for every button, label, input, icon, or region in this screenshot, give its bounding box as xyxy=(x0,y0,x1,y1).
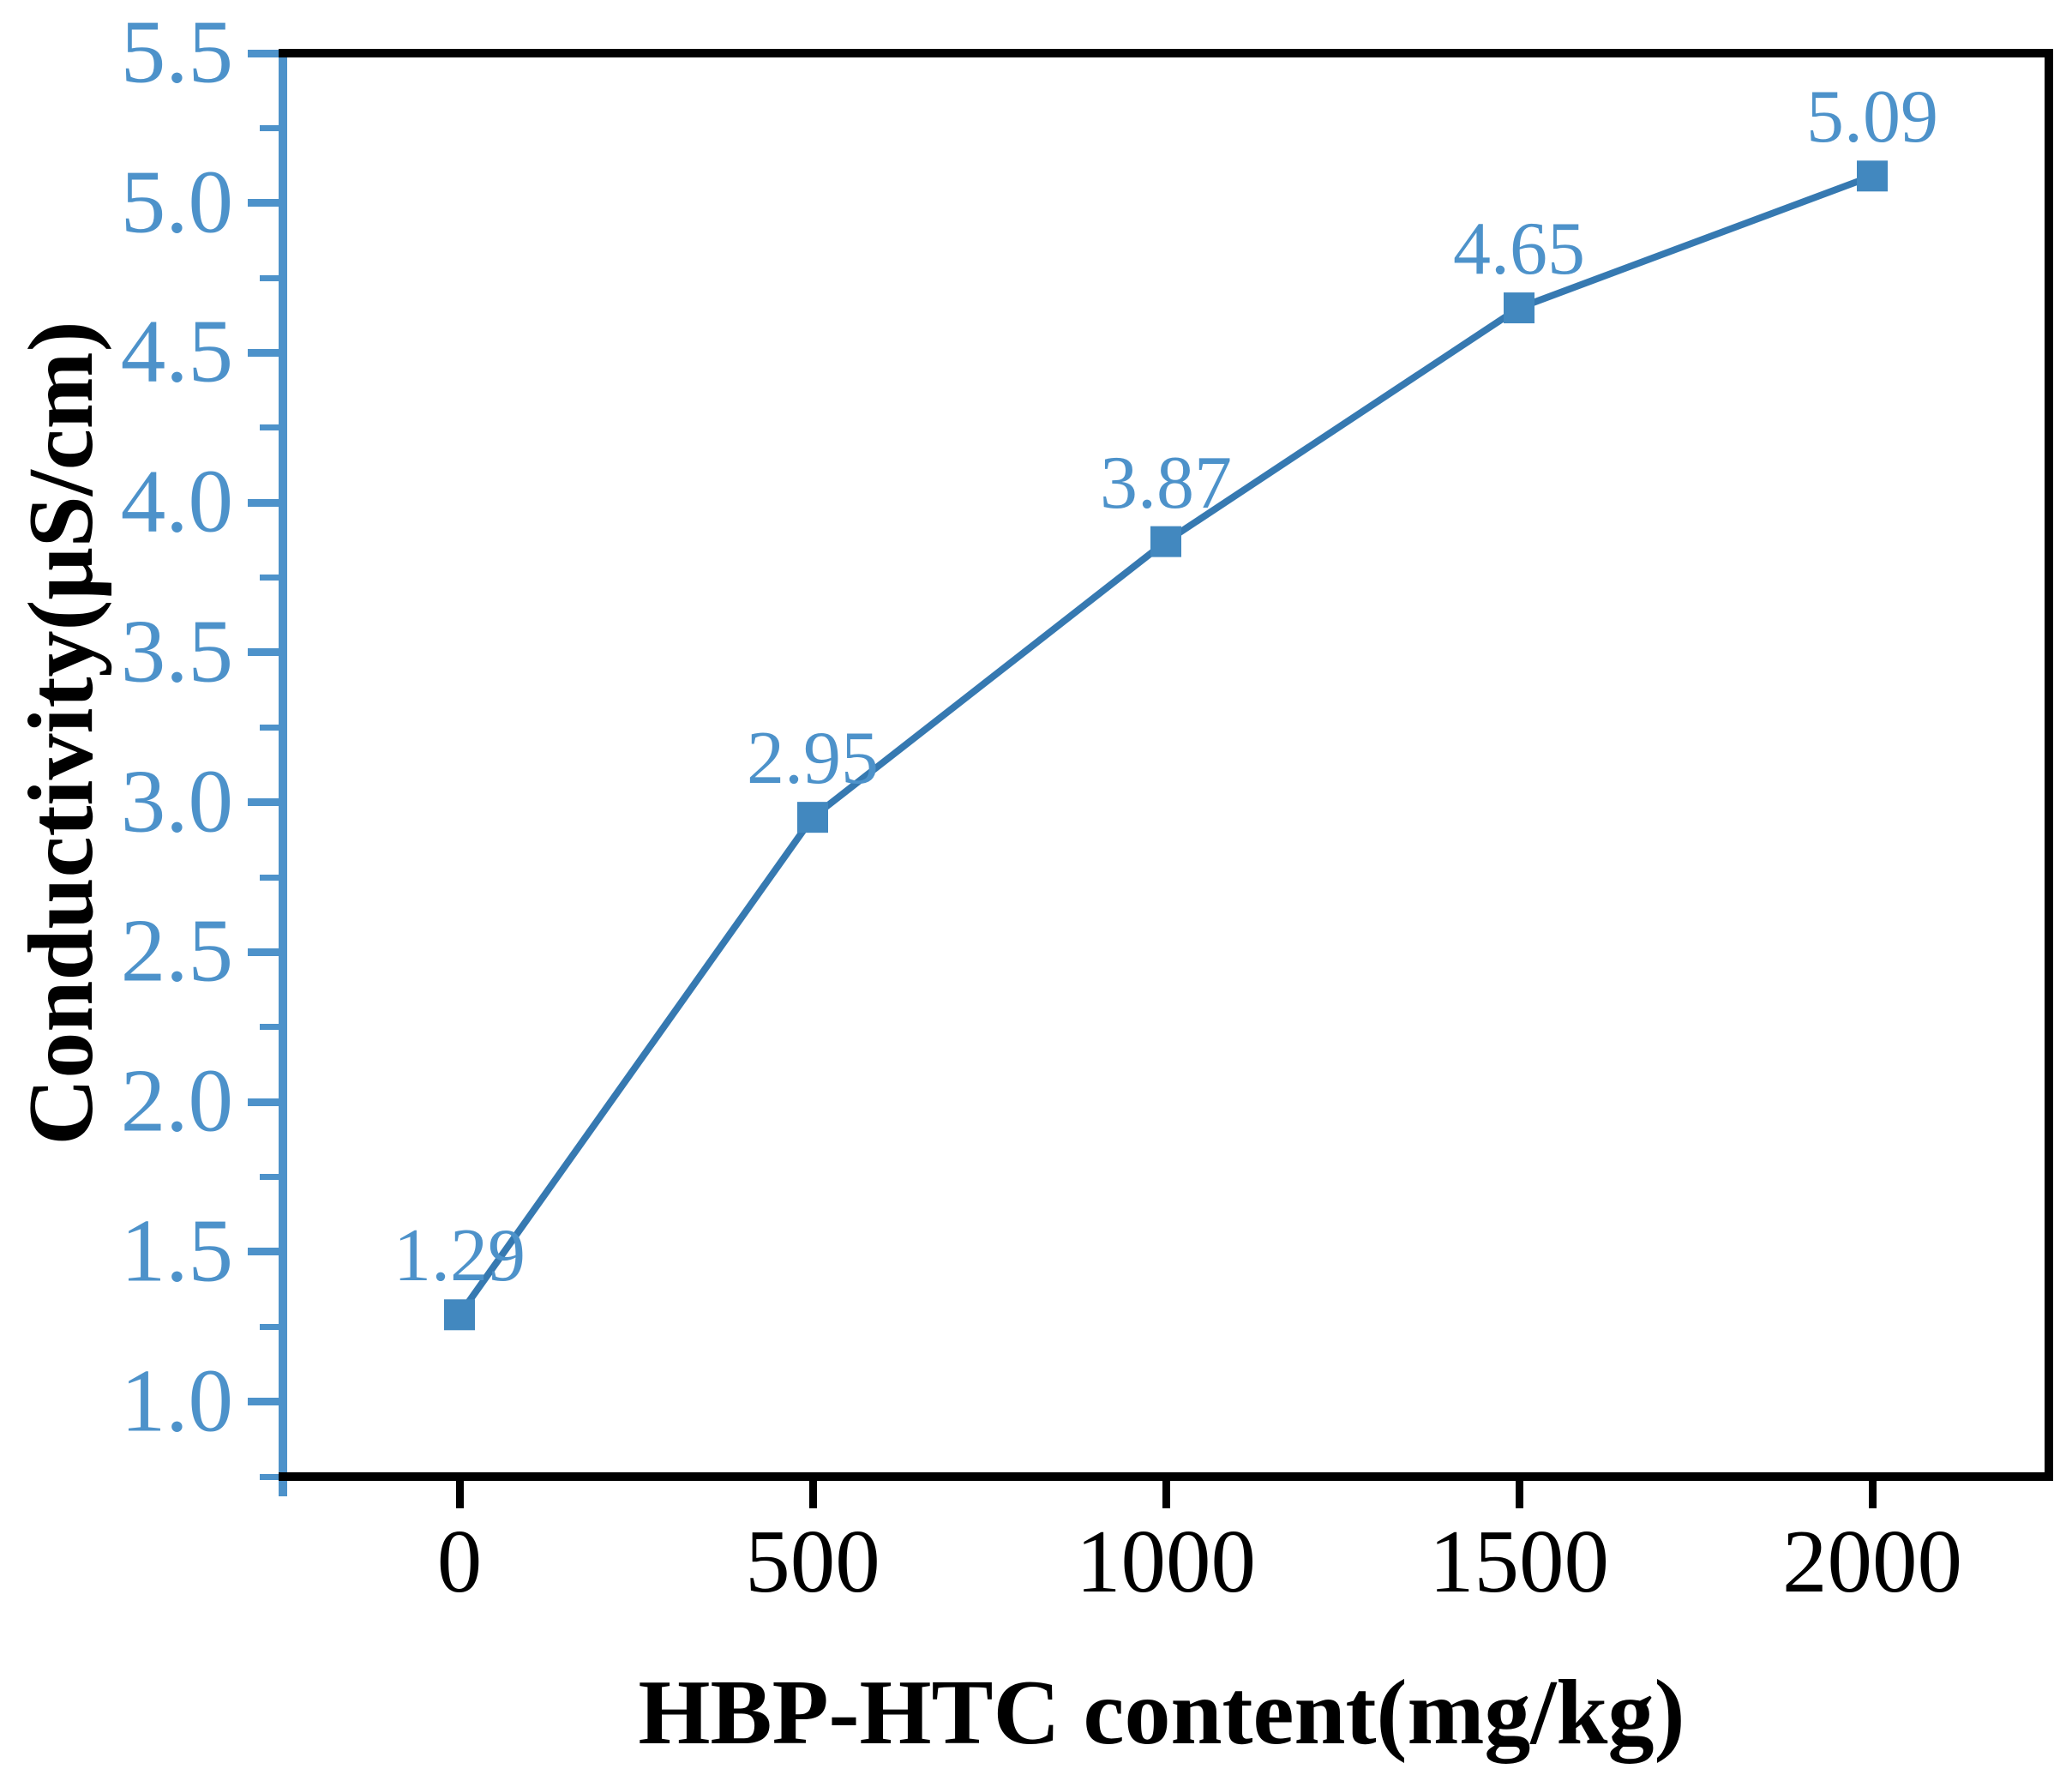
x-major-tick xyxy=(1515,1481,1523,1508)
x-tick-label: 0 xyxy=(436,1511,483,1611)
x-tick-label: 2000 xyxy=(1782,1511,1962,1611)
y-major-tick xyxy=(248,1098,279,1106)
y-minor-tick xyxy=(260,575,279,581)
y-minor-tick xyxy=(260,1024,279,1031)
square-marker xyxy=(444,1299,475,1331)
x-major-tick xyxy=(1162,1481,1170,1508)
y-tick-label: 5.0 xyxy=(120,151,233,252)
y-tick-label: 4.0 xyxy=(120,450,233,551)
x-major-tick xyxy=(1868,1481,1877,1508)
y-major-tick xyxy=(248,1398,279,1406)
x-tick-label: 1000 xyxy=(1076,1511,1256,1611)
point-value-label: 3.87 xyxy=(1100,441,1232,525)
bottom-spine xyxy=(279,1472,2053,1481)
square-marker xyxy=(1150,526,1181,557)
point-value-label: 4.65 xyxy=(1453,208,1585,292)
x-major-tick xyxy=(808,1481,817,1508)
square-marker xyxy=(1504,292,1534,324)
y-minor-tick xyxy=(260,1323,279,1330)
top-spine xyxy=(279,49,2053,57)
point-value-label: 2.95 xyxy=(747,717,879,801)
series-line xyxy=(456,172,1874,1317)
x-tick-label: 1500 xyxy=(1429,1511,1609,1611)
y-tick-label: 4.5 xyxy=(120,300,233,401)
point-value-label: 1.29 xyxy=(393,1214,526,1298)
y-axis-title: Conductivity(μS/cm) xyxy=(10,321,112,1146)
y-axis-spine xyxy=(279,49,287,1496)
y-tick-label: 3.0 xyxy=(120,750,233,851)
y-tick-label: 2.0 xyxy=(120,1050,233,1151)
y-major-tick xyxy=(248,498,279,507)
square-marker xyxy=(1857,160,1888,192)
y-minor-tick xyxy=(260,724,279,731)
y-tick-label: 5.5 xyxy=(120,1,233,102)
y-minor-tick xyxy=(260,874,279,881)
series-data-layer xyxy=(444,160,1888,1331)
y-tick-label: 2.5 xyxy=(120,900,233,1001)
x-axis-title: HBP-HTC content(mg/kg) xyxy=(638,1662,1685,1764)
y-major-tick xyxy=(248,798,279,807)
y-minor-tick xyxy=(260,424,279,431)
y-tick-label: 3.5 xyxy=(120,600,233,701)
y-minor-tick xyxy=(260,1174,279,1181)
y-minor-tick xyxy=(260,1473,279,1480)
x-major-tick xyxy=(455,1481,464,1508)
y-major-tick xyxy=(248,49,279,57)
y-major-tick xyxy=(248,348,279,357)
y-major-tick xyxy=(248,199,279,208)
x-tick-label: 500 xyxy=(745,1511,880,1611)
y-minor-tick xyxy=(260,124,279,131)
y-tick-label: 1.5 xyxy=(120,1200,233,1301)
y-minor-tick xyxy=(260,274,279,281)
y-major-tick xyxy=(248,648,279,657)
y-tick-label: 1.0 xyxy=(120,1350,233,1451)
y-major-tick xyxy=(248,1248,279,1256)
y-major-tick xyxy=(248,948,279,956)
square-marker xyxy=(797,802,828,833)
right-spine xyxy=(2045,49,2053,1481)
point-value-label: 5.09 xyxy=(1806,75,1938,159)
